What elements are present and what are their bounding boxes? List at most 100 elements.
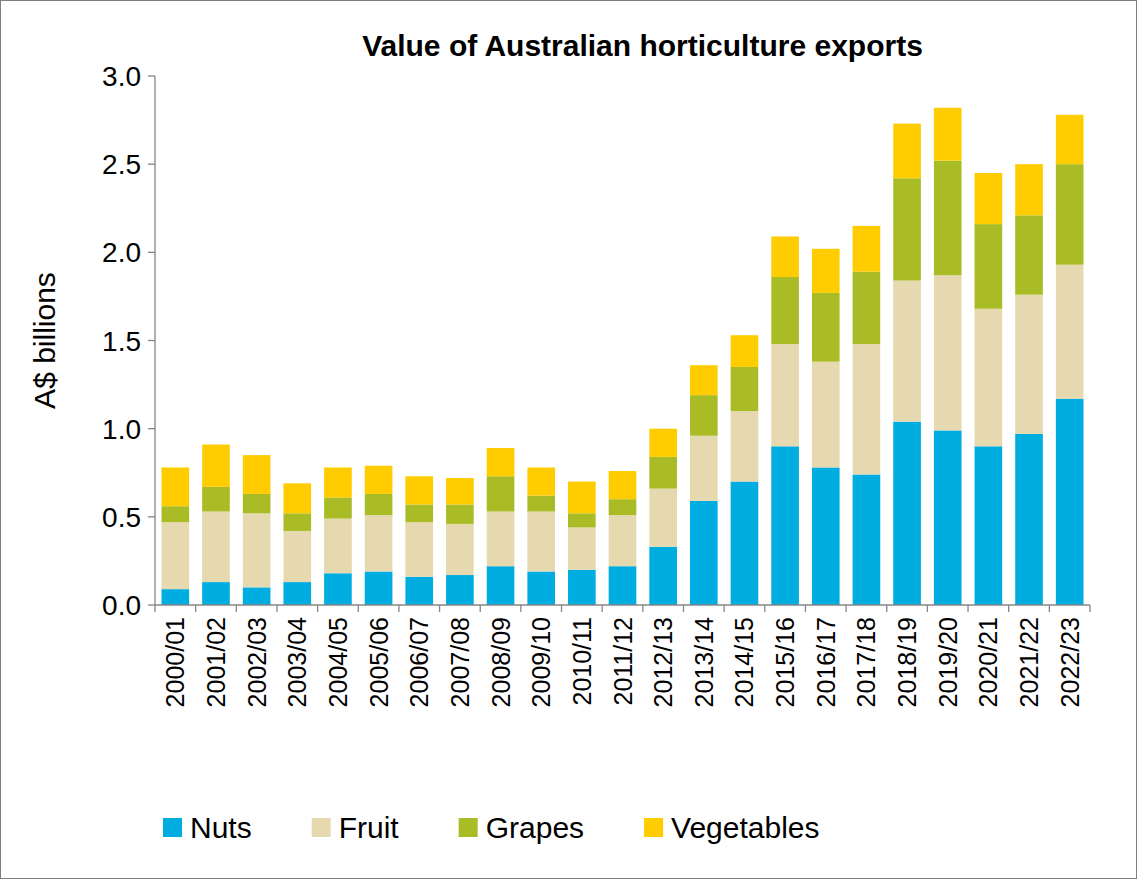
y-tick xyxy=(148,340,155,341)
x-tick-label: 2019/20 xyxy=(934,617,962,707)
bar-segment xyxy=(283,582,311,605)
title: Value of Australian horticulture exports xyxy=(362,29,923,62)
x-tick-label: 2007/08 xyxy=(446,617,474,707)
bar-segment xyxy=(446,478,474,504)
bar-segment xyxy=(324,573,352,605)
bar-segment xyxy=(568,570,596,605)
legend-swatch xyxy=(163,818,182,837)
bar-segment xyxy=(853,226,881,272)
bar-segment xyxy=(324,467,352,497)
x-tick xyxy=(439,605,440,612)
x-tick xyxy=(276,605,277,612)
bar-segment xyxy=(1015,164,1043,215)
x-tick-label: 2010/11 xyxy=(568,617,596,706)
legend: NutsFruitGrapesVegetables xyxy=(163,811,820,844)
y-tick xyxy=(148,164,155,165)
bar-segment xyxy=(893,178,921,280)
x-tick-label: 2022/23 xyxy=(1056,617,1084,707)
x-tick-label: 2021/22 xyxy=(1015,617,1043,707)
bar-segment xyxy=(446,504,474,523)
x-tick-label: 2018/19 xyxy=(893,617,921,707)
x-tick xyxy=(317,605,318,612)
bar-segment xyxy=(527,512,555,572)
bar-segment xyxy=(405,522,433,577)
bar-segment xyxy=(527,496,555,512)
bar-segment xyxy=(934,161,962,276)
legend-swatch xyxy=(312,818,331,837)
bar-segment xyxy=(731,335,759,367)
bar-segment xyxy=(202,512,230,583)
legend-label: Nuts xyxy=(190,811,252,844)
x-tick-label: 2004/05 xyxy=(324,617,352,707)
bar-segment xyxy=(934,275,962,430)
bar-segment xyxy=(853,344,881,474)
legend-label: Fruit xyxy=(339,811,400,844)
bar-segment xyxy=(609,471,637,499)
x-tick-label: 2012/13 xyxy=(649,617,677,707)
bar-segment xyxy=(162,467,190,506)
bar-segment xyxy=(568,482,596,514)
bar-segment xyxy=(975,173,1003,224)
bar-segment xyxy=(812,293,840,362)
y-tick-label: 2.0 xyxy=(102,237,141,268)
bar-segment xyxy=(731,482,759,605)
x-tick-label: 2016/17 xyxy=(812,617,840,707)
bar-segment xyxy=(934,108,962,161)
y-tick xyxy=(148,604,155,605)
bar-segment xyxy=(649,489,677,547)
bar-segment xyxy=(568,527,596,569)
y-tick xyxy=(148,75,155,76)
y-tick-label: 1.5 xyxy=(102,326,141,357)
bar-segment xyxy=(527,467,555,495)
x-tick xyxy=(480,605,481,612)
x-tick xyxy=(195,605,196,612)
bar-segment xyxy=(243,513,271,587)
x-tick xyxy=(520,605,521,612)
y-tick-label: 1.0 xyxy=(102,414,141,445)
bar-segment xyxy=(690,436,718,501)
bar-segment xyxy=(975,446,1003,605)
y-axis xyxy=(154,76,155,605)
bar-segment xyxy=(893,422,921,605)
bar-segment xyxy=(853,272,881,344)
bar-segment xyxy=(202,487,230,512)
bar-segment xyxy=(853,475,881,605)
legend-label: Vegetables xyxy=(671,811,819,844)
frame xyxy=(1,1,1137,879)
bar-segment xyxy=(975,309,1003,447)
bar-segment xyxy=(405,476,433,504)
x-tick-label: 2009/10 xyxy=(527,617,555,707)
x-tick xyxy=(358,605,359,612)
x-tick xyxy=(683,605,684,612)
bar-segment xyxy=(1056,399,1084,605)
x-tick xyxy=(764,605,765,612)
bar-segment xyxy=(568,513,596,527)
bar-segment xyxy=(324,497,352,518)
x-tick xyxy=(886,605,887,612)
x-tick-label: 2003/04 xyxy=(283,617,311,707)
bar-segment xyxy=(283,483,311,513)
bar-segment xyxy=(283,531,311,582)
x-tick xyxy=(1089,605,1090,612)
x-tick-label: 2013/14 xyxy=(690,617,718,707)
x-tick-label: 2006/07 xyxy=(405,617,433,707)
x-tick xyxy=(723,605,724,612)
x-tick-label: 2014/15 xyxy=(730,617,758,707)
bar-segment xyxy=(162,506,190,522)
bar-segment xyxy=(934,430,962,605)
x-tick xyxy=(1049,605,1050,612)
x-tick xyxy=(805,605,806,612)
bar-segment xyxy=(771,277,799,344)
legend-swatch xyxy=(644,818,663,837)
x-tick xyxy=(845,605,846,612)
x-tick-label: 2017/18 xyxy=(852,617,880,707)
bar-segment xyxy=(1056,265,1084,399)
x-tick-label: 2005/06 xyxy=(365,617,393,707)
bar-segment xyxy=(405,504,433,522)
x-tick-label: 2015/16 xyxy=(771,617,799,707)
bar-segment xyxy=(649,547,677,605)
chart: Value of Australian horticulture exports… xyxy=(0,0,1137,879)
bar-segment xyxy=(1015,434,1043,605)
x-tick xyxy=(1008,605,1009,612)
bar-segment xyxy=(365,466,393,494)
